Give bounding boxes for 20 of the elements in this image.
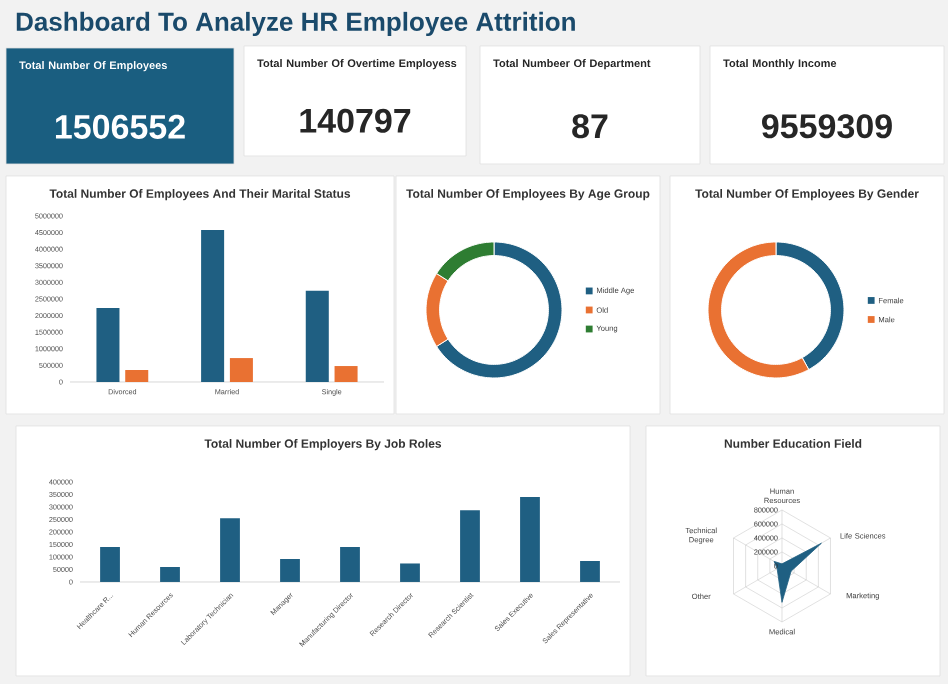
data-label: 9559309 xyxy=(762,114,892,139)
bar xyxy=(201,229,225,382)
bar xyxy=(229,358,253,382)
bar xyxy=(280,558,300,582)
data-label: 140797 xyxy=(300,108,411,133)
bar xyxy=(305,290,329,382)
bar xyxy=(400,563,420,582)
bar xyxy=(96,307,120,382)
bar xyxy=(160,566,180,582)
bar xyxy=(100,546,120,582)
data-label: 1506552 xyxy=(55,114,185,139)
bar xyxy=(340,546,360,582)
bar xyxy=(520,496,540,582)
bar xyxy=(460,510,480,582)
bar xyxy=(220,518,240,582)
bar xyxy=(580,560,600,582)
bar xyxy=(125,370,149,382)
text: Dashboard To Analyze HR Employee Attrition xyxy=(16,11,575,37)
bar xyxy=(334,366,358,382)
data-label: 87 xyxy=(572,114,608,139)
